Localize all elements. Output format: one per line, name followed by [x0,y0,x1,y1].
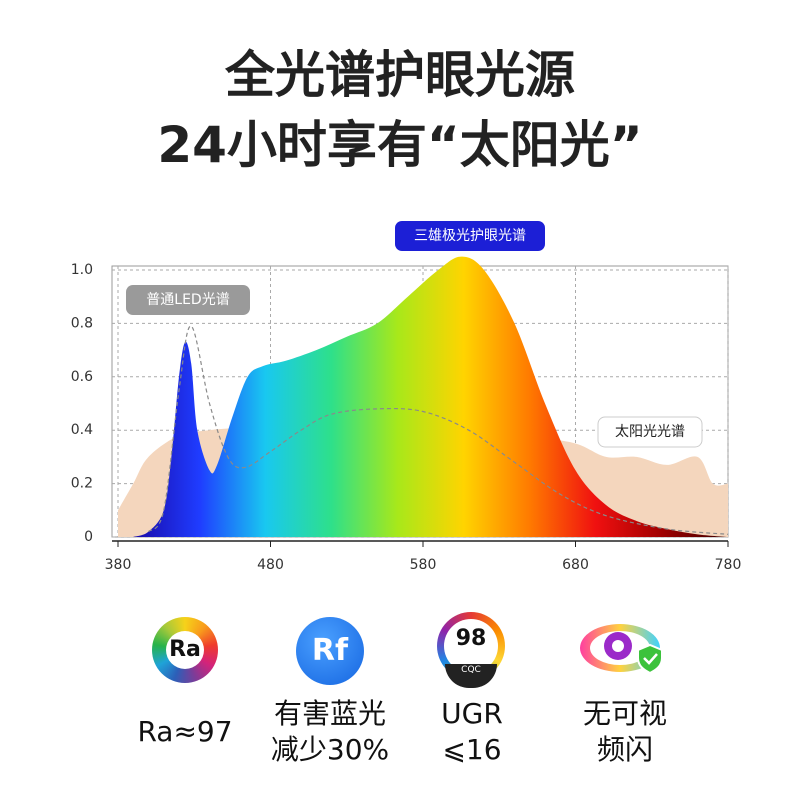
x-tick-label: 480 [257,557,284,573]
legend-label: 太阳光光谱 [615,424,685,440]
y-tick-label: 0.2 [71,476,93,492]
y-tick-label: 0.6 [71,369,93,385]
feature-label: UGR [441,697,503,730]
feature-label: 有害蓝光 [274,697,386,730]
x-tick-label: 680 [562,557,589,573]
feature-label: 减少30% [271,733,389,766]
ra-text: Ra [166,631,204,669]
x-tick-label: 580 [410,557,437,573]
feature-label: Ra≈97 [137,715,232,748]
cqc-icon: 98 CQC [437,612,505,688]
ra-icon: Ra [152,617,218,683]
legend-label: 普通LED光谱 [146,292,229,308]
feature-label: 频闪 [597,733,653,766]
y-tick-label: 0.4 [71,422,93,438]
series-line [148,325,729,535]
y-tick-label: 1.0 [71,262,93,278]
feature-label: 无可视 [583,697,667,730]
y-tick-label: 0.8 [71,315,93,331]
rf-icon: Rf [296,617,364,685]
series-area [133,256,728,537]
legend-box [126,285,250,315]
feature-label: ⩽16 [442,733,501,766]
headline: 24小时享有“太阳光” [157,116,642,174]
headline: 全光谱护眼光源 [224,46,575,104]
legend-box [395,221,545,251]
y-tick-label: 0 [84,529,93,545]
x-tick-label: 780 [715,557,742,573]
legend-label: 三雄极光护眼光谱 [414,228,526,244]
legend-box [597,416,703,448]
x-tick-label: 380 [105,557,132,573]
